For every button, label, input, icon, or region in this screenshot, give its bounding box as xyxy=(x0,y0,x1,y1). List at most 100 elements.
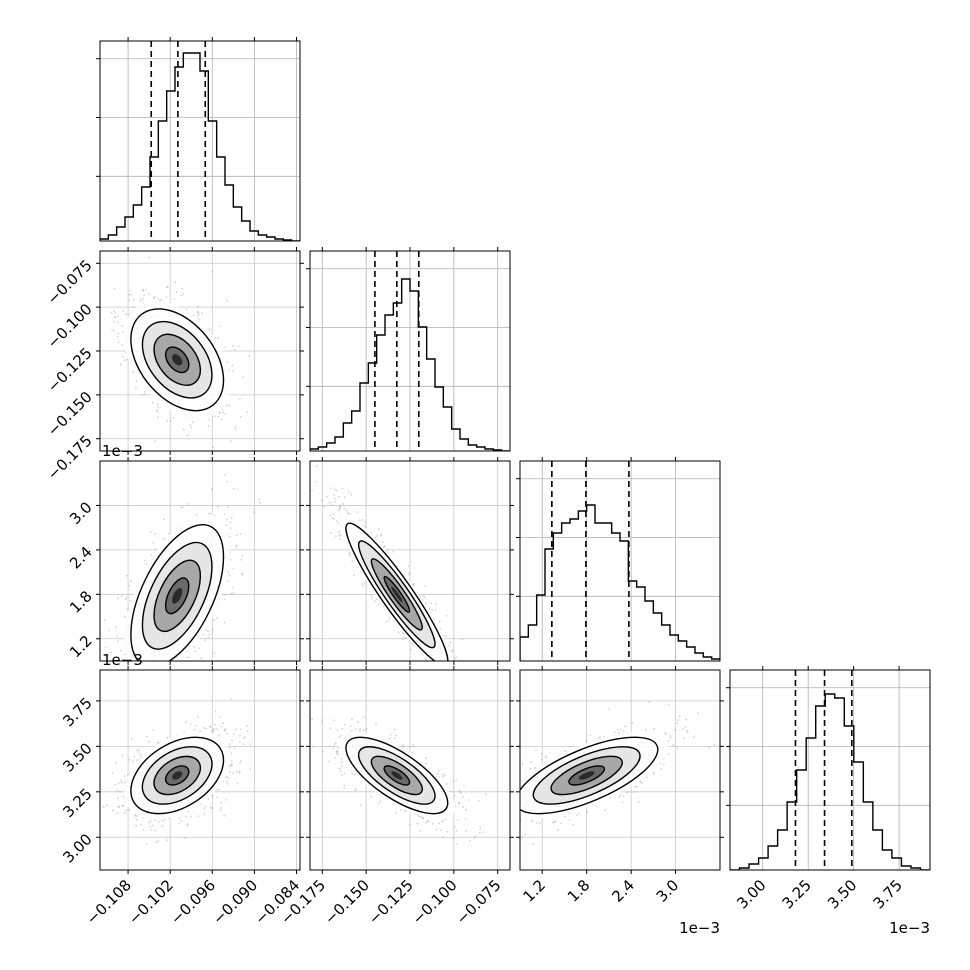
sample-point xyxy=(117,341,120,343)
sample-point xyxy=(224,346,227,349)
sample-point xyxy=(122,330,125,333)
sample-point xyxy=(159,299,162,302)
sample-point xyxy=(153,672,155,674)
sample-point xyxy=(227,580,229,582)
sample-point xyxy=(373,600,376,602)
sample-point xyxy=(147,681,149,683)
sample-point xyxy=(326,495,328,498)
sample-point xyxy=(205,629,208,632)
sample-point xyxy=(410,648,412,651)
sample-point xyxy=(218,325,221,328)
sample-point xyxy=(424,674,426,676)
sample-point xyxy=(107,690,109,692)
contour-line xyxy=(153,559,202,633)
sample-point xyxy=(129,580,132,582)
sample-point xyxy=(205,727,208,730)
sample-point xyxy=(330,501,333,504)
sample-point xyxy=(174,673,176,675)
sample-point xyxy=(387,549,389,551)
sample-point xyxy=(135,386,137,389)
sample-point xyxy=(107,655,110,657)
sample-point xyxy=(209,512,212,515)
sample-point xyxy=(228,404,231,407)
sample-point xyxy=(128,289,131,292)
sample-point xyxy=(378,603,381,605)
panel-content xyxy=(100,461,300,692)
sample-point xyxy=(408,571,411,574)
sample-point xyxy=(197,305,200,308)
sample-point xyxy=(350,493,353,496)
sample-point xyxy=(239,728,242,731)
sample-point xyxy=(248,354,250,357)
sample-point xyxy=(122,804,124,807)
sample-point xyxy=(361,518,364,521)
sample-point xyxy=(212,795,214,797)
sample-point xyxy=(363,584,365,587)
sample-point xyxy=(412,644,414,647)
sample-point xyxy=(339,505,342,508)
sample-point xyxy=(203,808,206,810)
sample-point xyxy=(196,311,199,313)
sample-point xyxy=(186,823,189,826)
sample-point xyxy=(338,495,340,498)
sample-point xyxy=(438,620,441,623)
sample-point xyxy=(329,487,332,490)
sample-point xyxy=(122,795,125,798)
sample-point xyxy=(449,667,451,669)
sample-point xyxy=(142,289,145,292)
sample-point xyxy=(130,293,132,296)
sample-point xyxy=(375,598,378,601)
sample-point xyxy=(154,440,157,442)
sample-point xyxy=(198,647,201,650)
sample-point xyxy=(440,679,442,681)
histogram-step xyxy=(310,278,510,451)
sample-point xyxy=(189,424,192,427)
sample-point xyxy=(223,598,226,600)
sample-point xyxy=(121,754,124,757)
sample-point xyxy=(166,737,169,739)
sample-point xyxy=(148,292,151,295)
sample-point xyxy=(229,521,232,524)
sample-point xyxy=(471,682,473,684)
sample-point xyxy=(226,299,228,302)
sample-point xyxy=(258,498,260,501)
sample-point xyxy=(110,311,113,314)
histogram-panel-2 xyxy=(516,457,721,662)
sample-point xyxy=(449,682,451,684)
histogram-panel-1 xyxy=(306,247,511,452)
sample-point xyxy=(154,532,157,535)
density-level xyxy=(172,587,183,604)
sample-point xyxy=(227,777,229,779)
sample-point xyxy=(380,533,383,536)
sample-point xyxy=(218,788,221,791)
sample-point xyxy=(201,312,204,315)
sample-point xyxy=(453,657,456,660)
sample-point xyxy=(240,558,243,561)
sample-point xyxy=(339,506,341,509)
sample-point xyxy=(224,594,227,596)
sample-point xyxy=(398,631,400,634)
sample-point xyxy=(439,628,442,630)
sample-point xyxy=(363,524,366,527)
sample-point xyxy=(227,506,229,508)
sample-point xyxy=(456,664,458,666)
sample-point xyxy=(225,524,228,526)
sample-point xyxy=(146,690,148,692)
sample-point xyxy=(229,765,232,768)
contour-line xyxy=(164,346,190,374)
sample-point xyxy=(438,677,440,679)
sample-point xyxy=(225,404,228,407)
sample-point xyxy=(232,567,235,570)
sample-point xyxy=(175,675,177,677)
sample-point xyxy=(235,534,238,537)
sample-point xyxy=(118,782,120,785)
sample-point xyxy=(339,504,341,507)
sample-point xyxy=(119,649,122,652)
sample-point xyxy=(213,652,216,654)
sample-point xyxy=(238,397,241,400)
sample-point xyxy=(153,297,155,300)
sample-point xyxy=(236,771,238,774)
sample-point xyxy=(138,679,140,681)
axes-frame xyxy=(99,40,301,242)
